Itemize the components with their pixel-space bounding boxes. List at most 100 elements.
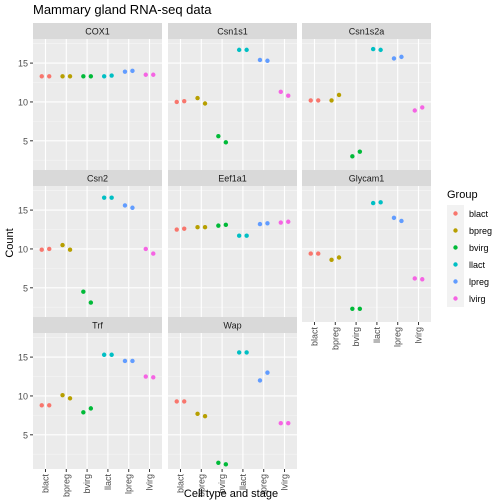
data-point <box>257 57 263 63</box>
data-point <box>223 140 229 145</box>
data-point <box>378 47 383 53</box>
data-point <box>151 375 156 380</box>
data-point <box>67 74 73 79</box>
data-point <box>257 221 263 227</box>
data-point <box>122 358 128 364</box>
facet-strip <box>168 170 297 186</box>
legend-label: lvirg <box>469 294 486 304</box>
data-point <box>109 195 114 200</box>
data-point <box>329 98 334 103</box>
panel-background <box>33 186 162 322</box>
data-point <box>420 105 425 110</box>
data-point <box>278 89 283 95</box>
data-point <box>357 306 363 311</box>
data-point <box>278 220 283 225</box>
facet-strip <box>33 317 162 333</box>
panel-background <box>302 186 431 322</box>
data-point <box>265 221 270 226</box>
data-point <box>202 101 208 106</box>
data-point <box>174 227 179 232</box>
data-point <box>286 420 291 426</box>
data-point <box>357 149 363 154</box>
data-point <box>308 251 313 256</box>
data-point <box>39 403 44 408</box>
data-point <box>101 352 107 357</box>
data-point <box>216 460 221 465</box>
facet-strip-label: Csn1s2a <box>349 27 385 37</box>
data-point <box>195 95 200 101</box>
data-point <box>88 74 94 79</box>
facet-strip <box>168 317 297 333</box>
data-point <box>257 378 263 383</box>
data-point <box>350 306 355 311</box>
y-tick-label: 5 <box>23 430 28 440</box>
data-point <box>182 226 187 231</box>
data-point <box>195 411 200 417</box>
data-point <box>130 68 135 74</box>
data-point <box>336 255 342 260</box>
data-point <box>244 233 249 238</box>
data-point <box>420 277 425 282</box>
legend-label: lpreg <box>469 277 489 287</box>
x-tick-label: bpreg <box>330 327 340 350</box>
panel-background <box>302 39 431 175</box>
facet-panel: COX1 5 10 15 <box>18 23 162 175</box>
data-point <box>67 247 73 252</box>
data-point <box>216 223 221 228</box>
data-point <box>88 406 94 411</box>
data-point <box>143 72 148 77</box>
y-tick-label: 10 <box>18 244 28 254</box>
data-point <box>265 370 270 375</box>
data-point <box>223 222 229 228</box>
x-tick-label: bvirg <box>351 327 361 347</box>
legend: Group blact bpreg bvirg llact lpreg lvirg <box>447 189 492 307</box>
y-tick-label: 10 <box>18 391 28 401</box>
data-point <box>336 92 342 98</box>
legend-title: Group <box>447 189 478 201</box>
x-tick-label: blact <box>309 327 319 347</box>
data-point <box>286 93 291 98</box>
data-point <box>391 56 397 61</box>
data-point <box>81 289 86 294</box>
legend-marker <box>453 211 458 216</box>
x-tick-label: lvirg <box>145 474 155 491</box>
x-tick-label: bpreg <box>196 474 206 497</box>
data-point <box>329 257 334 263</box>
facet-panel: Eef1a1 <box>168 170 297 322</box>
y-tick-label: 15 <box>18 353 28 363</box>
legend-marker <box>453 245 458 250</box>
data-point <box>370 46 376 52</box>
facet-panel: Trf 5 10 15 blact bpreg bvirg llact lpreg lvirg <box>18 317 162 497</box>
legend-marker <box>453 262 458 267</box>
data-point <box>316 98 321 103</box>
x-tick-label: lpreg <box>393 327 403 347</box>
chart-title: Mammary gland RNA-seq data <box>33 2 212 17</box>
data-point <box>130 358 135 364</box>
data-point <box>122 203 128 208</box>
legend-marker <box>453 296 458 301</box>
facet-strip-label: Glycam1 <box>349 174 385 184</box>
data-point <box>109 73 114 78</box>
data-point <box>47 246 52 252</box>
y-tick-label: 15 <box>18 59 28 69</box>
facet-strip <box>168 23 297 39</box>
data-point <box>109 352 114 357</box>
data-point <box>378 200 383 205</box>
facet-strip-label: Eef1a1 <box>218 174 247 184</box>
data-point <box>412 276 417 281</box>
data-point <box>202 413 208 419</box>
data-point <box>412 108 417 113</box>
facet-strip-label: Trf <box>92 321 103 331</box>
data-point <box>67 396 73 401</box>
data-point <box>39 247 44 252</box>
data-point <box>236 233 242 238</box>
x-tick-label: lpreg <box>259 474 269 494</box>
data-point <box>47 403 52 408</box>
panel-background <box>168 186 297 322</box>
x-tick-label: llact <box>238 474 248 491</box>
x-tick-label: lvirg <box>414 327 424 344</box>
data-point <box>236 47 242 53</box>
x-tick-label: blact <box>40 474 50 494</box>
facet-strip <box>302 170 431 186</box>
